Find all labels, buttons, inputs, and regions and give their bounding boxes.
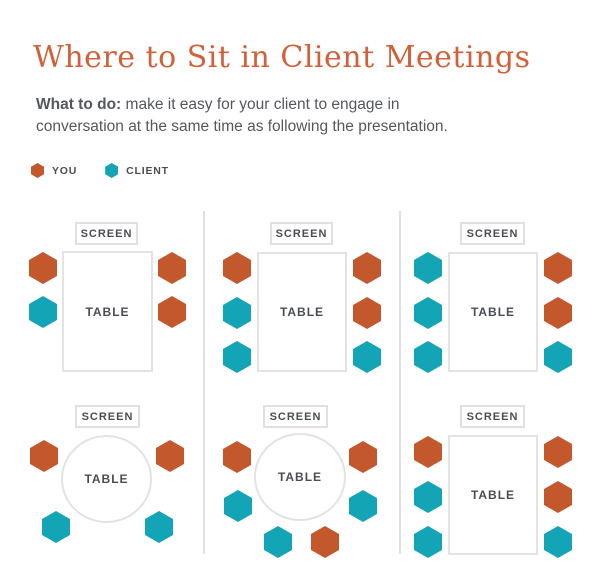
seat-hexagon: [223, 252, 251, 284]
table-rect: TABLE: [448, 435, 538, 555]
seat-hexagon: [414, 252, 442, 284]
seating-panel-3: SCREEN TABLE: [400, 210, 600, 390]
screen-box: SCREEN: [75, 405, 140, 428]
seat-hexagon: [145, 511, 173, 543]
seating-panel-5: SCREEN TABLE: [204, 395, 399, 588]
seat-hexagon: [414, 481, 442, 513]
screen-label: SCREEN: [466, 227, 519, 240]
table-rect: TABLE: [448, 252, 538, 372]
seat-hexagon: [223, 297, 251, 329]
seat-hexagon: [414, 436, 442, 468]
seat-hexagon: [353, 341, 381, 373]
panel-divider-left: [203, 211, 205, 554]
legend: YOU CLIENT: [31, 163, 169, 178]
intro-lead: What to do:: [36, 96, 122, 113]
seat-hexagon: [544, 481, 572, 513]
seat-hexagon: [29, 296, 57, 328]
screen-label: SCREEN: [80, 227, 133, 240]
legend-item-client: CLIENT: [105, 163, 169, 178]
seat-hexagon: [414, 341, 442, 373]
table-rect: TABLE: [62, 251, 153, 372]
seat-hexagon: [158, 252, 186, 284]
legend-item-you: YOU: [31, 163, 77, 178]
table-label: TABLE: [470, 305, 516, 319]
seat-hexagon: [544, 341, 572, 373]
screen-label: SCREEN: [269, 410, 322, 423]
seat-hexagon: [223, 441, 251, 473]
legend-label-you: YOU: [52, 164, 78, 177]
seat-hexagon: [414, 526, 442, 558]
seat-hexagon: [544, 297, 572, 329]
seating-panel-4: SCREEN TABLE: [0, 395, 203, 588]
panel-divider-right: [399, 211, 401, 554]
screen-label: SCREEN: [81, 410, 134, 423]
seat-hexagon: [544, 526, 572, 558]
table-rect: TABLE: [257, 252, 347, 372]
seat-hexagon: [224, 490, 252, 522]
screen-box: SCREEN: [460, 405, 525, 428]
screen-box: SCREEN: [263, 405, 328, 428]
page-title: Where to Sit in Client Meetings: [33, 40, 531, 75]
seat-hexagon: [544, 436, 572, 468]
table-label: TABLE: [85, 304, 130, 319]
seat-hexagon: [414, 297, 442, 329]
seat-hexagon: [29, 252, 57, 284]
client-hexagon-icon: [105, 163, 119, 178]
table-label: TABLE: [279, 305, 325, 319]
seat-hexagon: [353, 297, 381, 329]
seating-panel-6: SCREEN TABLE: [400, 395, 600, 588]
seating-panel-1: SCREEN TABLE: [0, 210, 203, 390]
intro-body: make it easy for your client to engage i…: [36, 96, 448, 135]
seat-hexagon: [349, 490, 377, 522]
intro-text: What to do: make it easy for your client…: [36, 94, 448, 138]
table-label: TABLE: [84, 472, 129, 486]
table-label: TABLE: [470, 488, 516, 502]
you-hexagon-icon: [31, 163, 44, 178]
seat-hexagon: [353, 252, 381, 284]
seat-hexagon: [349, 441, 377, 473]
screen-label: SCREEN: [466, 410, 519, 423]
seat-hexagon: [158, 296, 186, 328]
screen-box: SCREEN: [75, 222, 138, 245]
table-label: TABLE: [277, 470, 323, 484]
table-round: TABLE: [61, 435, 152, 523]
seating-panel-2: SCREEN TABLE: [204, 210, 399, 390]
legend-label-client: CLIENT: [126, 164, 169, 177]
seat-hexagon: [311, 526, 339, 558]
seat-hexagon: [30, 440, 58, 472]
seat-hexagon: [264, 526, 292, 558]
seat-hexagon: [223, 341, 251, 373]
screen-box: SCREEN: [270, 222, 333, 245]
screen-box: SCREEN: [460, 222, 525, 245]
seat-hexagon: [544, 252, 572, 284]
screen-label: SCREEN: [275, 227, 328, 240]
seat-hexagon: [156, 440, 184, 472]
seat-hexagon: [42, 511, 70, 543]
table-round: TABLE: [254, 433, 346, 521]
